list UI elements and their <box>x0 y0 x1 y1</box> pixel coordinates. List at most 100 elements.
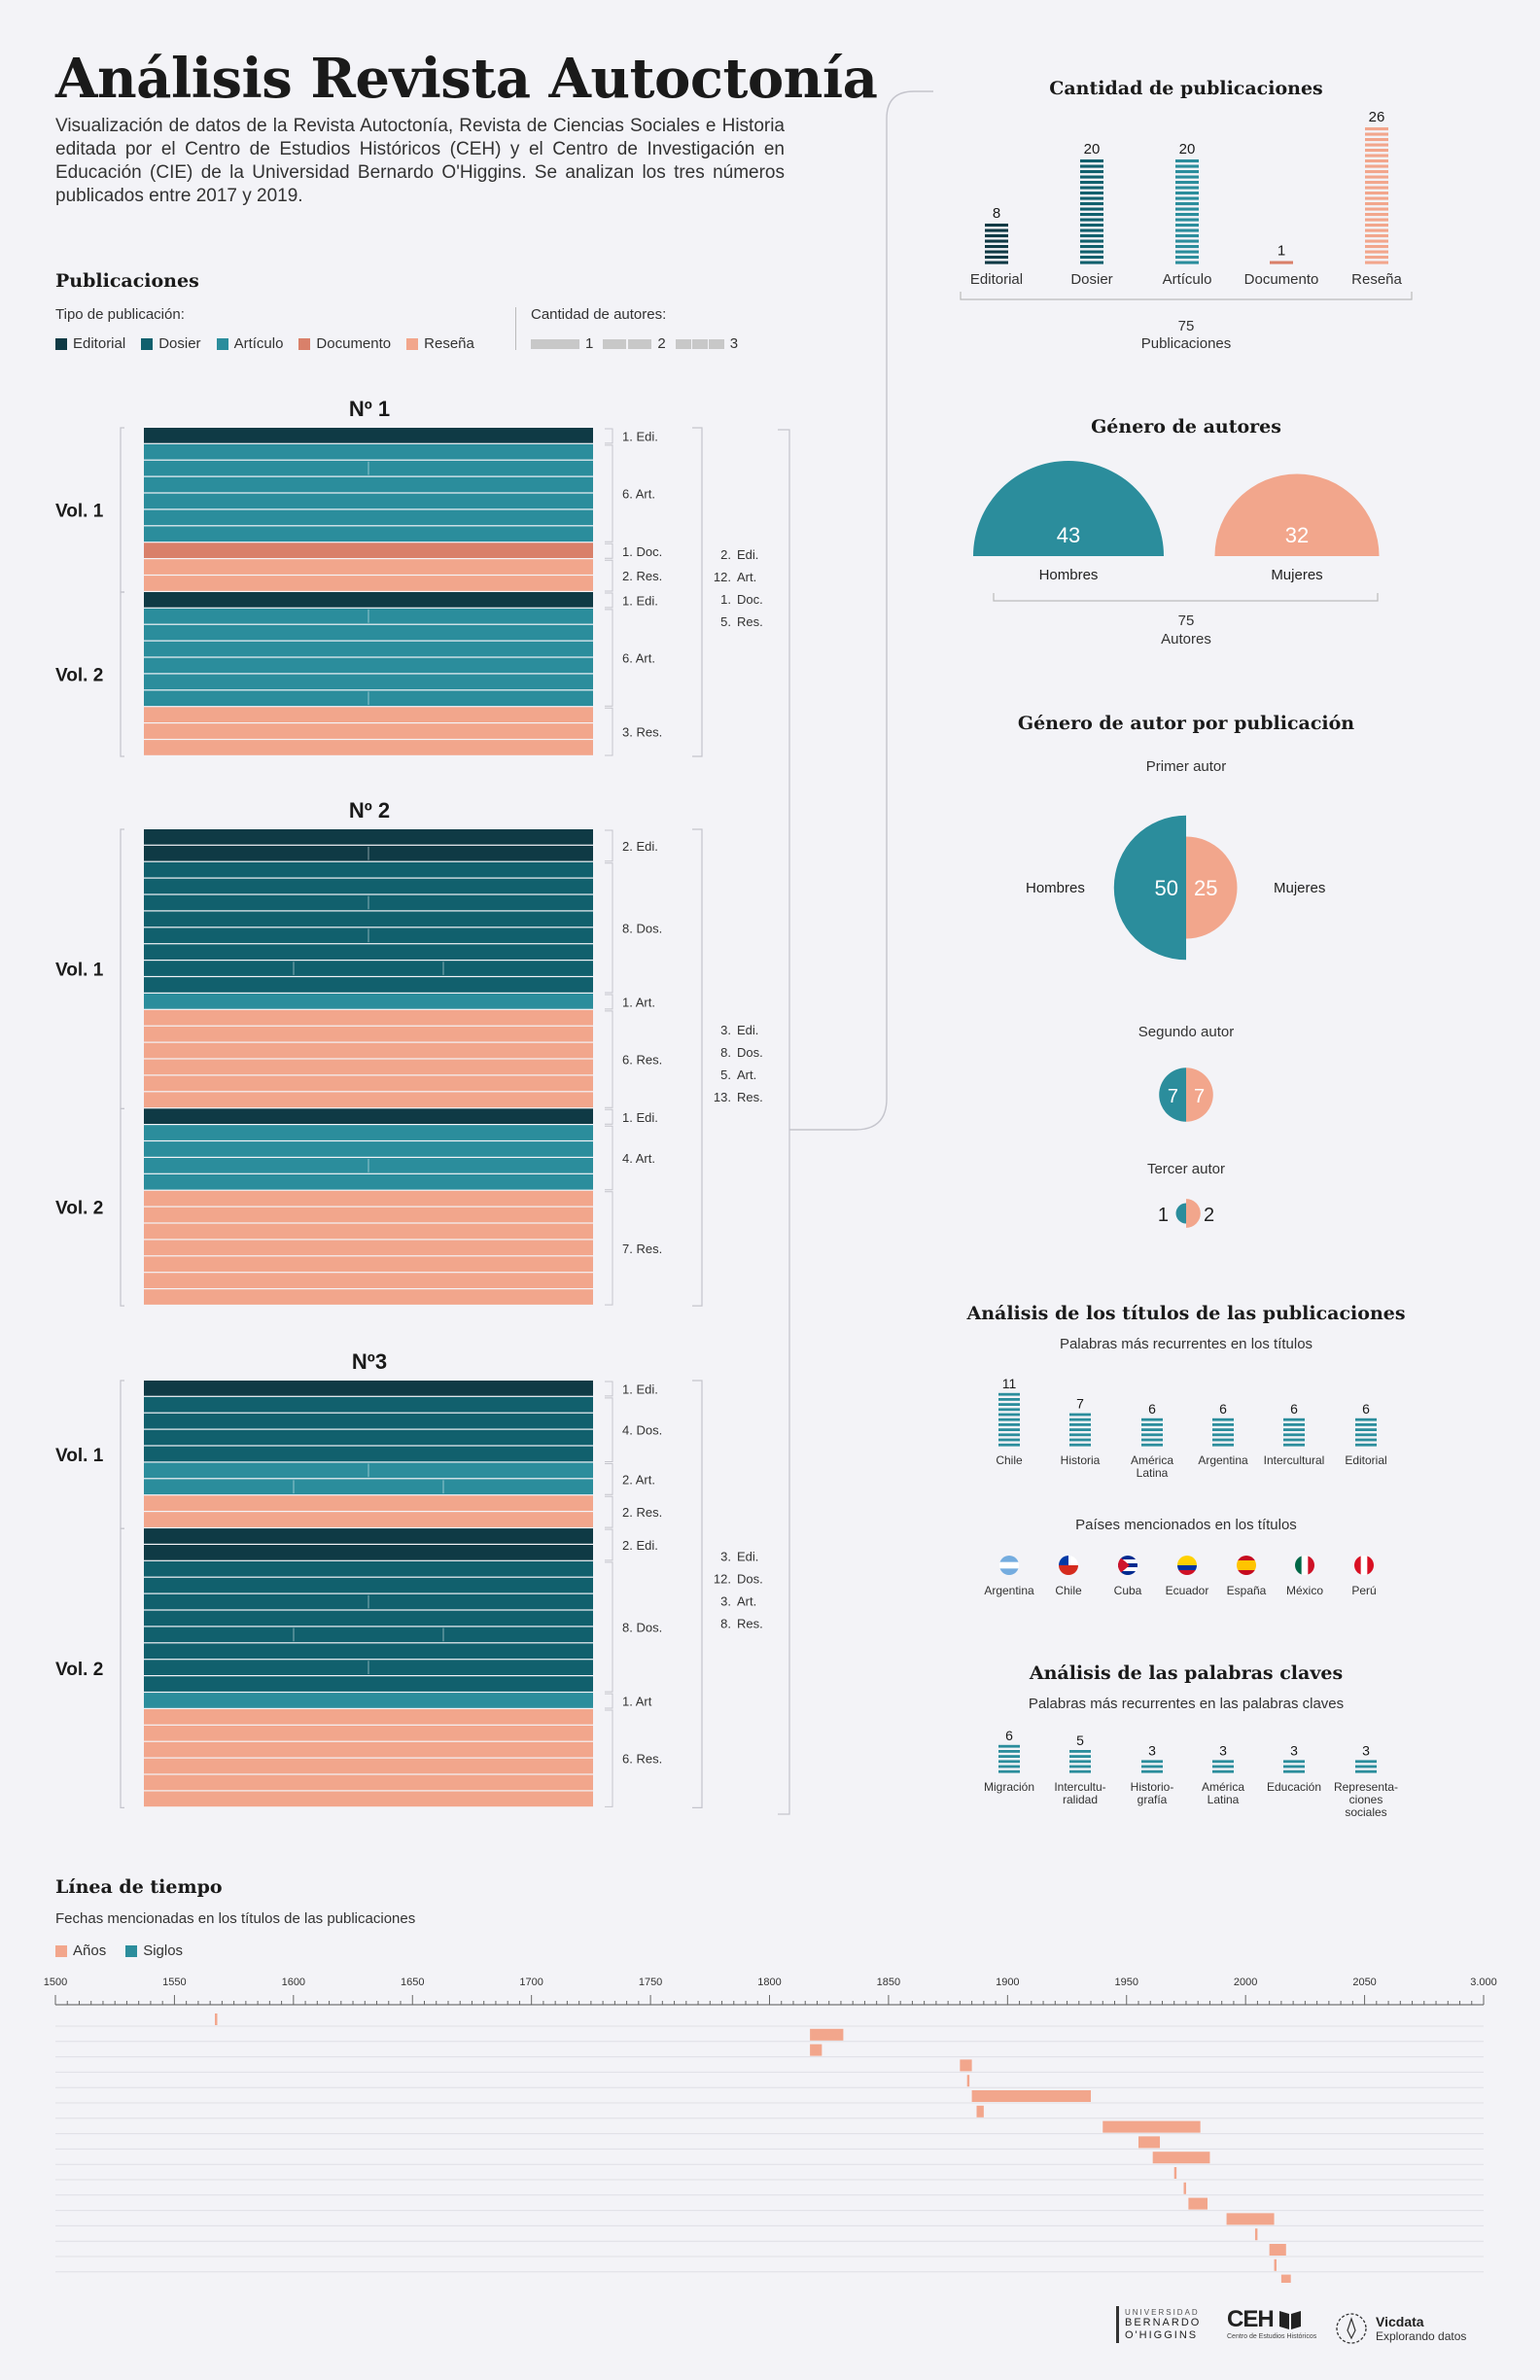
timeline-chart: 1500 1550 1600 1650 1700 1750 1800 1850 1900 1950… <box>44 1977 1497 2283</box>
legend-label: Años <box>73 1942 107 1959</box>
flag-stripe <box>1308 1556 1314 1575</box>
bar-segment <box>1069 1438 1091 1442</box>
cantidad-title: Cantidad de publicaciones <box>1049 78 1323 99</box>
bar-segment <box>1175 164 1199 168</box>
flag-stripe <box>1237 1570 1256 1575</box>
flag-stripes <box>1177 1556 1197 1575</box>
flag-stripe <box>1237 1560 1256 1566</box>
bar-value: 20 <box>1084 141 1101 158</box>
bar-segment <box>1069 1769 1091 1773</box>
type-label: 2. Res. <box>622 1505 662 1520</box>
bar-segment <box>1175 159 1199 163</box>
type-bracket <box>605 1709 613 1807</box>
bar-category: Editorial <box>970 271 1023 288</box>
bar-category: Reseña <box>1351 271 1402 288</box>
year-bar <box>215 2013 218 2025</box>
authors-legend-label: Cantidad de autores: <box>531 306 667 323</box>
legend-dosier: Dosier <box>141 335 201 352</box>
half-circle-label: Hombres <box>1039 567 1099 583</box>
bar-segment <box>985 256 1008 260</box>
value-hombres: 50 <box>1155 876 1178 900</box>
bar-segment <box>1283 1423 1305 1426</box>
publication-row <box>144 1545 593 1560</box>
bar-segment <box>998 1744 1020 1748</box>
summary-count: 13. <box>714 1090 731 1104</box>
summary-count: 8. <box>720 1617 731 1631</box>
value-mujeres: 2 <box>1204 1205 1214 1226</box>
type-label: 6. Res. <box>622 1752 662 1767</box>
flag-stripe <box>999 1568 1019 1575</box>
bar-value: 26 <box>1369 109 1385 125</box>
page-title: Análisis Revista Autoctonía <box>55 47 878 111</box>
type-label: 3. Res. <box>622 725 662 740</box>
publication-row <box>144 1693 593 1708</box>
publication-row <box>144 1528 593 1544</box>
year-bar <box>1152 2152 1210 2164</box>
publication-row <box>144 526 593 542</box>
bar-segment <box>985 261 1008 264</box>
legend-resena: Reseña <box>406 335 474 352</box>
bar-segment <box>1283 1428 1305 1431</box>
publication-row <box>144 723 593 739</box>
legend-editorial: Editorial <box>55 335 125 352</box>
publication-row <box>144 592 593 608</box>
bar-segment <box>1365 164 1388 168</box>
bar-segment <box>1365 234 1388 238</box>
vol-label: Vol. 1 <box>55 1446 104 1466</box>
publication-row <box>144 1479 593 1495</box>
bar-segment <box>998 1413 1020 1417</box>
publication-row <box>144 1273 593 1288</box>
half-circle-hombres <box>1113 815 1186 961</box>
titulos-subtitle: Palabras más recurrentes en los títulos <box>1059 1336 1313 1352</box>
legend-label: Artículo <box>233 335 284 352</box>
bar-segment <box>1069 1433 1091 1437</box>
publication-row <box>144 509 593 526</box>
year-bar <box>1274 2258 1277 2271</box>
publication-row <box>144 1190 593 1207</box>
bar-value: 6 <box>1290 1401 1298 1417</box>
type-bracket <box>605 1561 613 1693</box>
publication-row <box>144 1141 593 1157</box>
publication-row <box>144 476 593 493</box>
bar-segment <box>1355 1428 1377 1431</box>
tick-label: 1500 <box>44 1977 67 1988</box>
bar-segment <box>1141 1438 1163 1442</box>
half-circle <box>1214 473 1380 556</box>
connector <box>789 90 933 1131</box>
page-intro: Visualización de datos de la Revista Aut… <box>55 116 785 206</box>
tick-label: 1950 <box>1115 1977 1138 1988</box>
bar-value: 3 <box>1219 1742 1227 1758</box>
publication-row <box>144 1289 593 1305</box>
type-bracket <box>605 1191 613 1306</box>
half-circle <box>973 461 1164 556</box>
summary-count: 3. <box>720 1550 731 1564</box>
authors-legend-3: 3 <box>675 335 738 352</box>
summary-count: 3. <box>720 1023 731 1037</box>
claves-title: Análisis de las palabras claves <box>1029 1662 1344 1684</box>
legend-swatch <box>55 337 67 350</box>
total-value: 75 <box>1178 318 1195 334</box>
year-bar <box>971 2090 1092 2102</box>
flag-stripe <box>1059 1565 1078 1575</box>
claves-chart: 6 Migración 5 Intercultu-ralidad 3 Historio-g… <box>984 1728 1398 1819</box>
bar-segment <box>998 1750 1020 1753</box>
bar-segment <box>1355 1423 1377 1426</box>
bar-segment <box>1365 132 1388 136</box>
flag-stripe <box>1177 1565 1197 1571</box>
vicdata-logo: Vicdata Explorando datos <box>1335 2312 1466 2345</box>
bar-segment <box>1355 1769 1377 1773</box>
publication-row <box>144 1173 593 1190</box>
half-circle-mujeres <box>1186 1068 1213 1122</box>
bar-segment <box>1365 149 1388 153</box>
bar-segment <box>1141 1433 1163 1437</box>
bar-segment <box>1175 192 1199 195</box>
issue-bracket <box>692 1380 703 1808</box>
bar-segment <box>1365 175 1388 179</box>
type-bracket <box>605 994 613 1010</box>
cantidad-chart: 8 Editorial 20 Dosier 20 Artículo 1 Documento 26… <box>960 109 1413 352</box>
compass-icon <box>1336 2313 1367 2344</box>
bar-category: ralidad <box>1063 1793 1098 1806</box>
total-label: Autores <box>1161 631 1211 648</box>
bar-segment <box>1080 202 1103 206</box>
publication-row <box>144 428 593 443</box>
